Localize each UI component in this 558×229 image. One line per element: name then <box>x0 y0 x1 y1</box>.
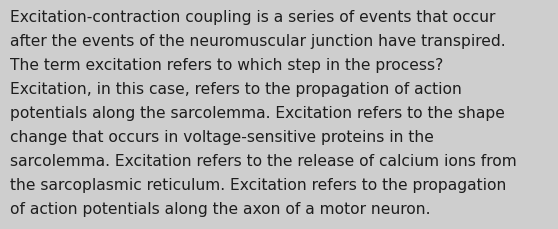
Text: the sarcoplasmic reticulum. Excitation refers to the propagation: the sarcoplasmic reticulum. Excitation r… <box>10 177 507 192</box>
Text: potentials along the sarcolemma. Excitation refers to the shape: potentials along the sarcolemma. Excitat… <box>10 106 505 120</box>
Text: Excitation-contraction coupling is a series of events that occur: Excitation-contraction coupling is a ser… <box>10 10 496 25</box>
Text: The term excitation refers to which step in the process?: The term excitation refers to which step… <box>10 58 444 73</box>
Text: change that occurs in voltage-sensitive proteins in the: change that occurs in voltage-sensitive … <box>10 129 434 144</box>
Text: of action potentials along the axon of a motor neuron.: of action potentials along the axon of a… <box>10 201 431 216</box>
Text: Excitation, in this case, refers to the propagation of action: Excitation, in this case, refers to the … <box>10 82 462 97</box>
Text: after the events of the neuromuscular junction have transpired.: after the events of the neuromuscular ju… <box>10 34 506 49</box>
Text: sarcolemma. Excitation refers to the release of calcium ions from: sarcolemma. Excitation refers to the rel… <box>10 153 517 168</box>
